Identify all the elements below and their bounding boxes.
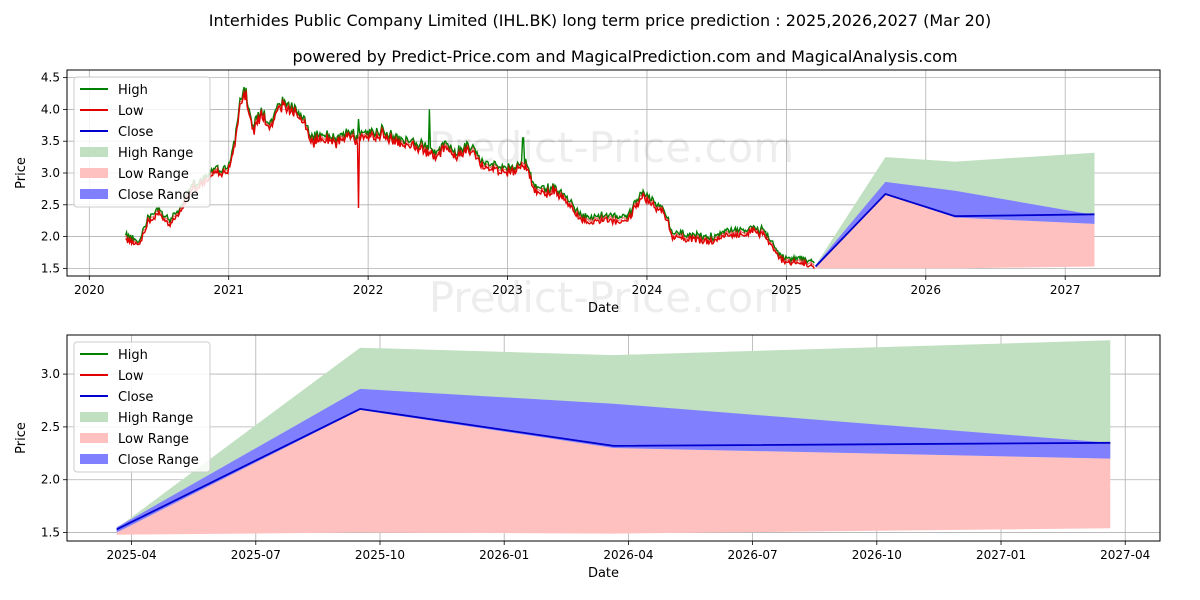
- legend-label-low: Low: [118, 369, 144, 384]
- panel-forecast-zoom: Predict-Price.com2025-042025-072025-1020…: [14, 334, 1161, 581]
- y-tick-label: 3.0: [41, 166, 60, 180]
- x-tick-label: 2027-01: [976, 548, 1026, 562]
- legend-label-high_range: High Range: [118, 146, 193, 161]
- close-price-line: [125, 89, 815, 267]
- x-tick-label: 2026-01: [479, 548, 529, 562]
- close-range-band: [116, 388, 1111, 533]
- legend-swatch-low_range: [80, 168, 108, 178]
- x-tick-label: 2025-04: [107, 548, 157, 562]
- y-tick-label: 2.5: [41, 420, 60, 434]
- x-tick-label: 2022: [353, 283, 384, 297]
- legend-swatch-close_range: [80, 189, 108, 199]
- legend-label-high: High: [118, 348, 148, 363]
- x-axis-label: Date: [588, 566, 619, 581]
- x-tick-label: 2026: [911, 283, 942, 297]
- legend-swatch-high_range: [80, 412, 108, 422]
- y-tick-label: 4.5: [41, 71, 60, 85]
- plot-area: [124, 86, 1095, 270]
- watermark: Predict-Price.com: [429, 273, 794, 322]
- x-tick-label: 2020: [74, 283, 105, 297]
- title-area: Interhides Public Company Limited (IHL.B…: [209, 11, 991, 66]
- x-tick-label: 2026-10: [852, 548, 902, 562]
- legend-label-low_range: Low Range: [118, 167, 189, 182]
- x-tick-label: 2026-04: [603, 548, 653, 562]
- forecast-close-line: [814, 192, 1095, 268]
- legend-swatch-low_range: [80, 433, 108, 443]
- y-tick-label: 2.0: [41, 230, 60, 244]
- y-tick-label: 4.0: [41, 102, 60, 116]
- legend: High Low Close High Range Low Range Close Ran…: [73, 341, 211, 473]
- plot-area: [116, 340, 1111, 535]
- chart-title: Interhides Public Company Limited (IHL.B…: [209, 11, 991, 30]
- x-tick-label: 2025: [771, 283, 802, 297]
- x-tick-label: 2027-04: [1100, 548, 1150, 562]
- low-price-line: [125, 91, 815, 270]
- axes-frame: [66, 334, 1161, 542]
- legend-label-close_range: Close Range: [118, 188, 199, 203]
- legend-label-high_range: High Range: [118, 411, 193, 426]
- chart-subtitle: powered by Predict-Price.com and Magical…: [292, 47, 957, 66]
- x-tick-label: 2027: [1050, 283, 1081, 297]
- x-tick-label: 2026-07: [728, 548, 778, 562]
- y-tick-label: 3.0: [41, 367, 60, 381]
- x-tick-label: 2025-07: [231, 548, 281, 562]
- y-tick-label: 1.5: [41, 526, 60, 540]
- x-tick-label: 2024: [632, 283, 663, 297]
- y-tick-label: 1.5: [41, 261, 60, 275]
- legend-swatch-high_range: [80, 147, 108, 157]
- y-tick-label: 3.5: [41, 134, 60, 148]
- forecast-close-line: [116, 407, 1111, 531]
- legend-label-low_range: Low Range: [118, 432, 189, 447]
- high-price-line: [124, 86, 815, 265]
- close-range-band: [815, 181, 1095, 268]
- y-axis-label: Price: [14, 157, 29, 189]
- x-tick-label: 2023: [492, 283, 523, 297]
- x-tick-label: 2025-10: [355, 548, 405, 562]
- x-tick-label: 2021: [213, 283, 244, 297]
- legend: High Low Close High Range Low Range Close Ran…: [73, 76, 211, 208]
- legend-label-close: Close: [118, 390, 153, 405]
- low-range-band: [815, 194, 1095, 269]
- panel-history-and-forecast: Predict-Price.com Predict-Price.com 2020 20…: [14, 69, 1161, 322]
- y-axis-label: Price: [14, 422, 29, 454]
- legend-label-high: High: [118, 83, 148, 98]
- legend-swatch-close_range: [80, 454, 108, 464]
- legend-label-close: Close: [118, 125, 153, 140]
- watermark: Predict-Price.com: [429, 123, 794, 172]
- y-tick-label: 2.0: [41, 473, 60, 487]
- low-range-band: [116, 410, 1111, 535]
- x-axis-label: Date: [588, 301, 619, 316]
- legend-label-close_range: Close Range: [118, 453, 199, 468]
- legend-label-low: Low: [118, 104, 144, 119]
- y-tick-label: 2.5: [41, 198, 60, 212]
